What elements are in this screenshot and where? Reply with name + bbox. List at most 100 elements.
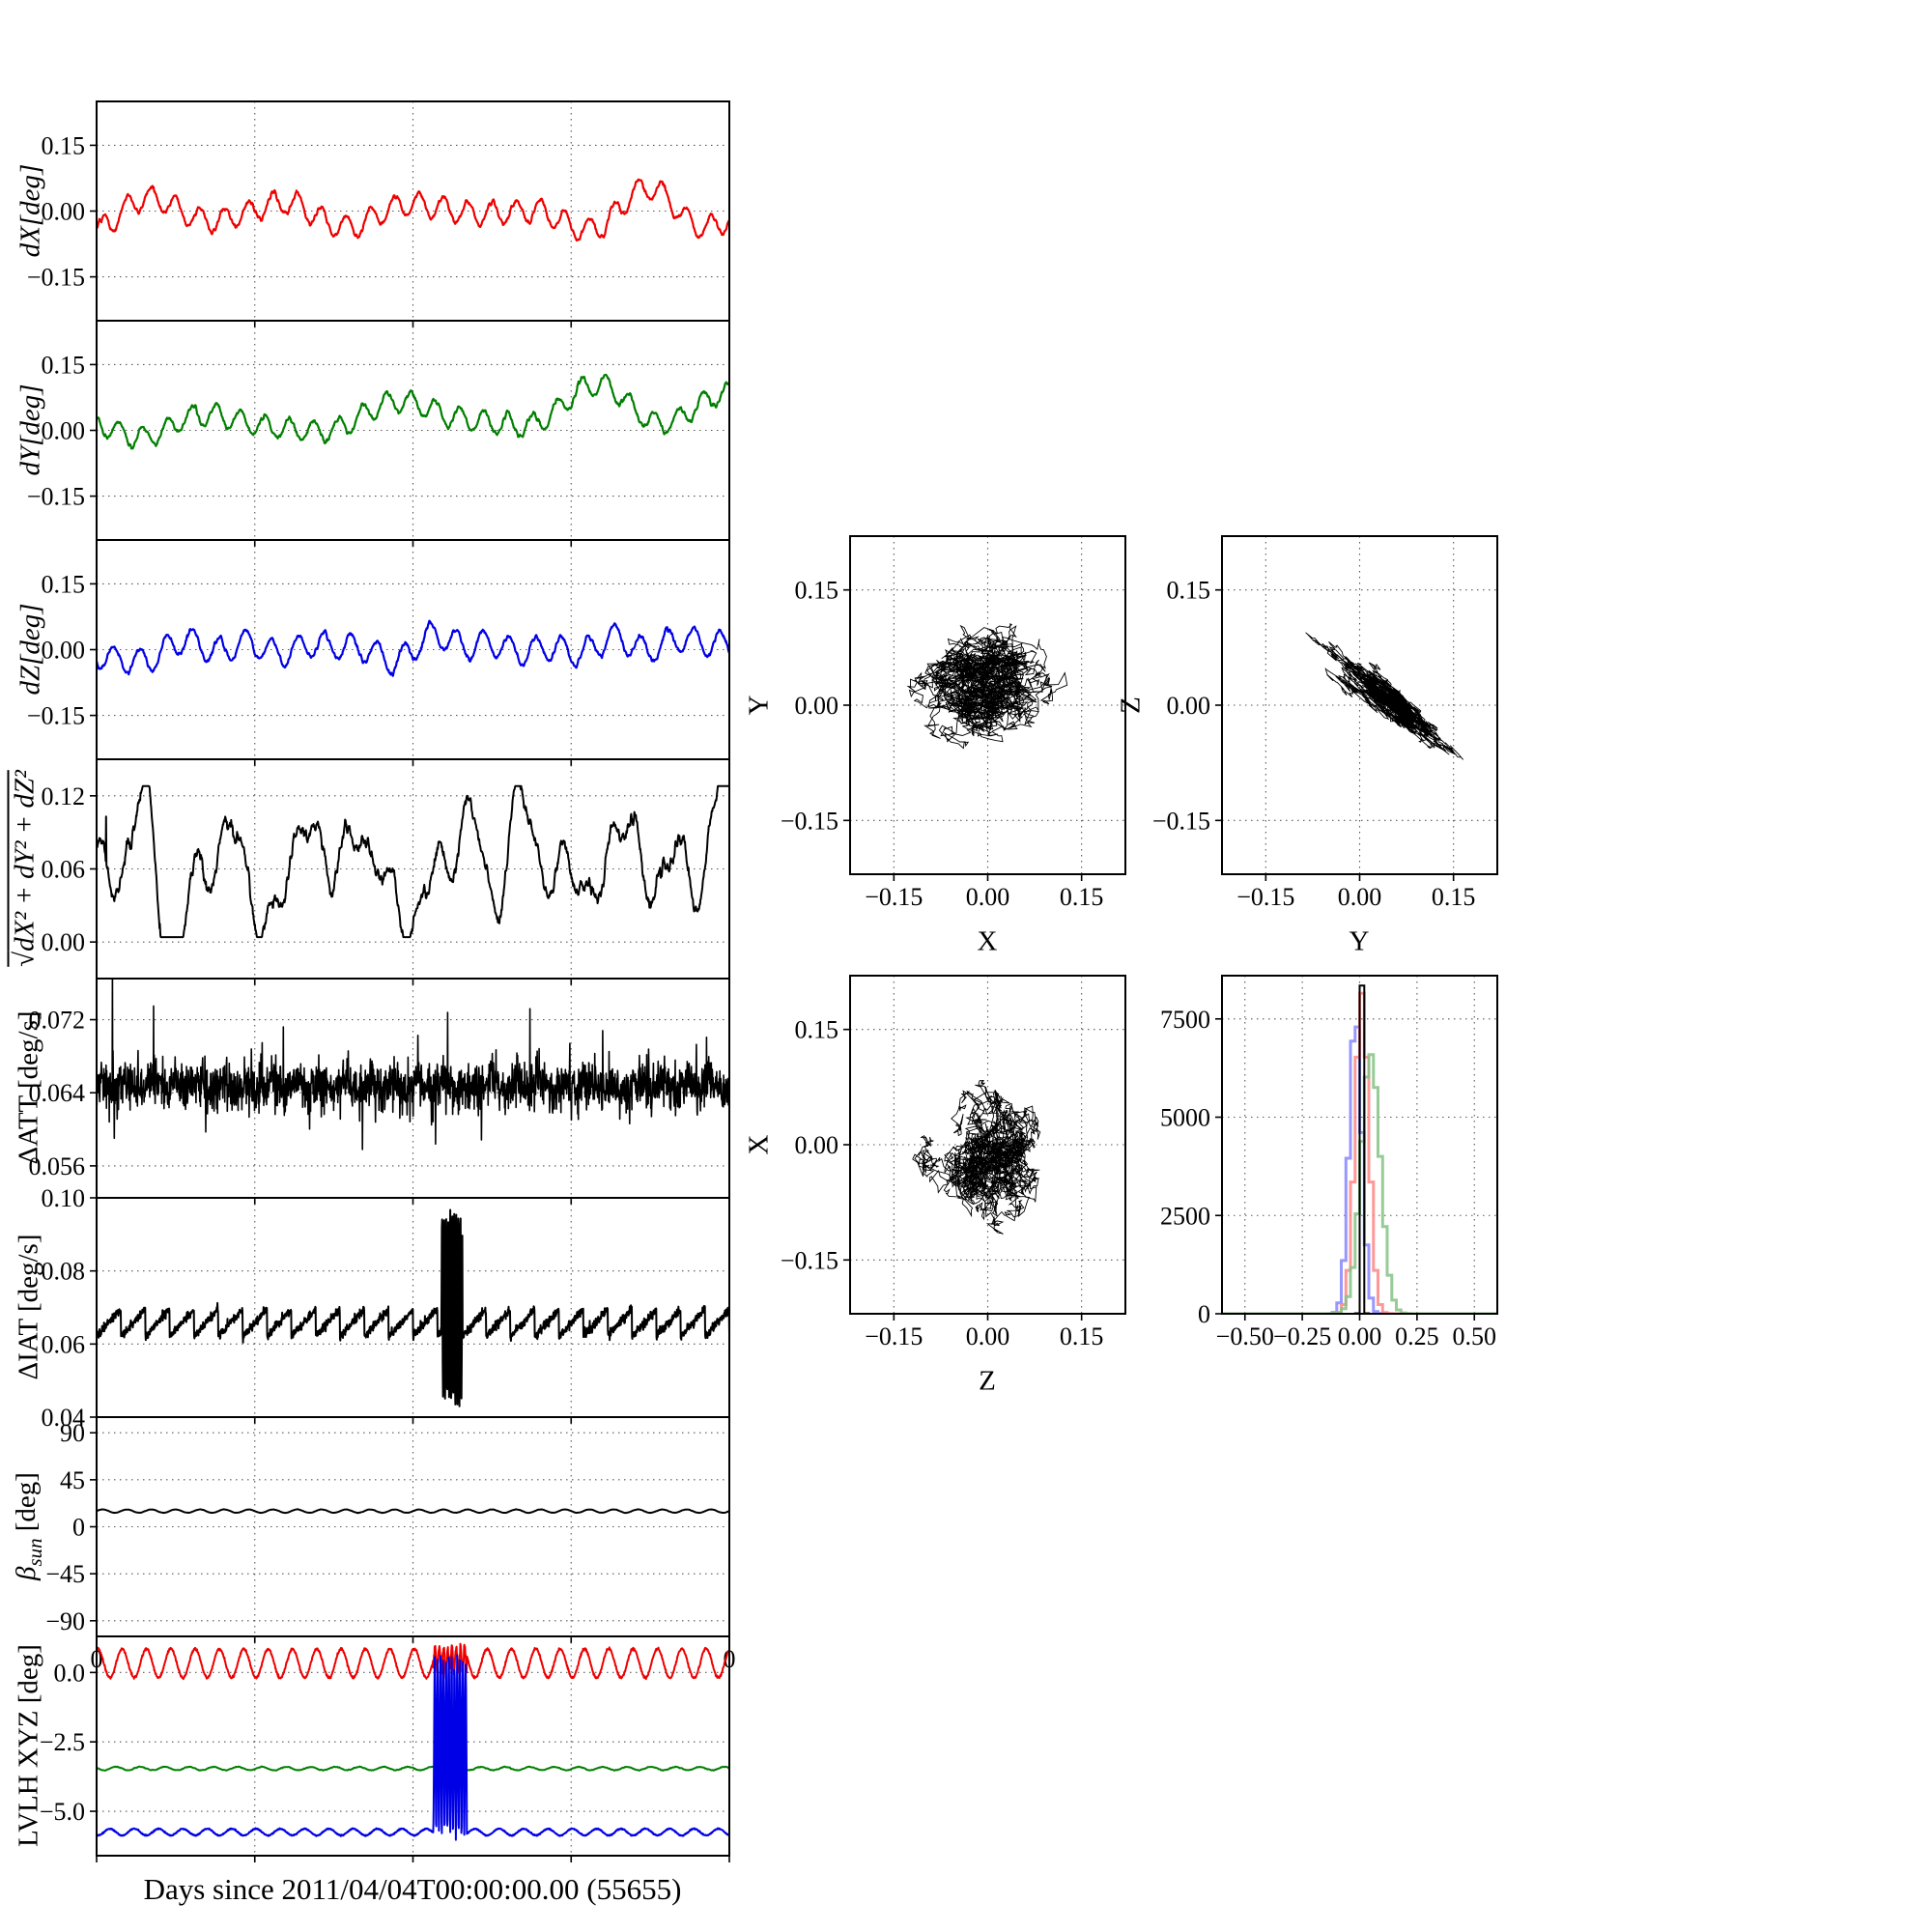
ylabel-dz: dZ[deg] [14,603,46,696]
x-tick-label: 0.00 [966,1322,1010,1350]
y-tick-label: 0.04 [42,1404,86,1432]
y-tick-label: 0.0 [54,1659,86,1687]
panel-diat: 0.10 0.08 0.06 0.04 [42,1184,730,1432]
y-tick-label: 0.08 [42,1258,86,1286]
y-tick-label: 0.15 [42,570,86,598]
axes-border [1221,975,1498,1315]
y-tick-label: 2500 [1160,1202,1210,1230]
x-tick-label: −0.15 [865,883,923,911]
x-tick-label: 0.00 [1338,883,1382,911]
y-tick-label: 0.064 [29,1079,86,1107]
y-tick-label: −45 [45,1560,85,1588]
y-tick-label: −0.15 [781,1246,838,1274]
dX-series [97,178,729,242]
y-tick-label: 0.15 [795,577,839,605]
ylabel-scatter3: X [743,1134,775,1155]
y-tick-label: 0.06 [42,1330,86,1358]
chart-szy: −0.15 0.00 0.15 0.15 0.00 −0.15 [1152,535,1498,911]
ylabel-scatter2: Z [1115,696,1147,714]
y-tick-label: 0.00 [42,417,86,445]
y-tick-label: −0.15 [781,807,838,835]
y-tick-label: −5.0 [40,1798,85,1826]
x-tick-label: 0.25 [1395,1322,1439,1350]
x-tick-label: 0.50 [1453,1322,1497,1350]
panel-lvlh: 0.0 −2.5 −5.0 [40,1635,730,1862]
beta-subscript: sun [23,1538,47,1567]
y-tick-label: 0.00 [42,928,86,956]
y-tick-label: 7500 [1160,1006,1210,1034]
scatter-y-vs-x: −0.15 0.00 0.15 0.15 0.00 −0.15 [781,535,1126,911]
x-tick-label: 0.15 [1060,1322,1104,1350]
panel-dy: 0.15 0.00 −0.15 [27,320,730,547]
y-tick-label: 5000 [1160,1104,1210,1132]
dY-series [97,373,729,450]
xlabel-scatter3: Z [979,1365,996,1397]
scatter-x-vs-z: −0.15 0.00 0.15 0.15 0.00 −0.15 [781,975,1126,1350]
dZ-series [97,619,729,677]
ylabel-lvlh: LVLH XYZ [deg] [13,1644,44,1847]
y-tick-label: −0.15 [1152,807,1210,835]
y-tick-label: 0.10 [42,1184,86,1212]
y-vs-x-trace [906,623,1068,750]
x-axis-label: Days since 2011/04/04T00:00:00.00 (55655… [143,1872,682,1906]
chart-lvlh: 0.0 −2.5 −5.0 [40,1635,730,1862]
sqrt-radical-icon: √ [9,951,41,967]
x-tick-label: −0.15 [1236,883,1294,911]
lvlh-x-series [97,1642,729,1681]
chart-dy: 0.15 0.00 −0.15 [27,320,730,547]
x-tick-label: −0.25 [1273,1322,1331,1350]
scatter-z-vs-y: −0.15 0.00 0.15 0.15 0.00 −0.15 [1152,535,1498,911]
xlabel-scatter2: Y [1349,925,1370,957]
panel-beta-sun: 0 0 90 45 0 −45 −90 [45,1416,736,1673]
y-tick-label: 0.00 [42,198,86,226]
xlabel-scatter1: X [977,925,998,957]
chart-hist: −0.50 −0.25 0.00 0.25 0.50 0 2500 5000 7500 [1160,975,1498,1350]
y-tick-label: 0 [1198,1300,1210,1328]
axes-border [1221,535,1498,875]
y-tick-label: 0.15 [42,351,86,379]
ylabel-dx: dX[deg] [14,163,46,258]
ylabel-beta-sun: βsun [deg] [11,1472,47,1580]
axes-border [849,975,1126,1315]
x-tick-label: 0.15 [1432,883,1476,911]
panel-dx: 0.15 0.00 −0.15 [27,100,730,327]
y-tick-label: 0.072 [29,1007,86,1035]
y-tick-label: 0.056 [29,1152,86,1180]
lvlh-y-series [97,1765,729,1772]
magnitude-series [97,784,729,939]
x-tick-label: −0.50 [1216,1322,1274,1350]
y-tick-label: −90 [45,1607,85,1635]
panel-magnitude: 0.12 0.06 0.00 [42,758,730,985]
y-tick-label: −2.5 [40,1728,85,1756]
y-tick-label: −0.15 [27,264,85,292]
lvlh-z-series [97,1654,729,1841]
chart-datt: 0.072 0.064 0.056 [29,978,730,1205]
y-tick-label: 45 [60,1466,85,1494]
ylabel-magnitude: √dX² + dY² + dZ² [10,770,42,967]
dIAT-series [97,1208,729,1407]
beta_sun-series [97,1508,729,1515]
ylabel-datt: ΔATT [deg/s] [13,1010,44,1165]
chart-dx: 0.15 0.00 −0.15 [27,100,730,327]
beta-symbol: β [10,1566,42,1580]
y-tick-label: 0.15 [795,1016,839,1044]
beta-units: [deg] [10,1472,42,1539]
chart-sxz: −0.15 0.00 0.15 0.15 0.00 −0.15 [781,975,1126,1350]
y-tick-label: −0.15 [27,483,85,511]
x-tick-label: 0.15 [1060,883,1104,911]
y-tick-label: 0.15 [1167,577,1211,605]
hist-dy-steps [1222,1053,1497,1314]
chart-sxy: −0.15 0.00 0.15 0.15 0.00 −0.15 [781,535,1126,911]
x-tick-label: −0.15 [865,1322,923,1350]
panel-dz: 0.15 0.00 −0.15 [27,539,730,766]
ylabel-dy: dY[deg] [14,384,46,476]
y-tick-label: 90 [60,1419,85,1447]
y-tick-label: 0.00 [42,637,86,665]
ylabel-scatter1: Y [743,695,775,716]
y-tick-label: 0.00 [1167,692,1211,720]
hist-mag-steps [1222,984,1497,1314]
chart-dz: 0.15 0.00 −0.15 [27,539,730,766]
x-tick-label: 0.00 [1338,1322,1382,1350]
y-tick-label: −0.15 [27,702,85,730]
